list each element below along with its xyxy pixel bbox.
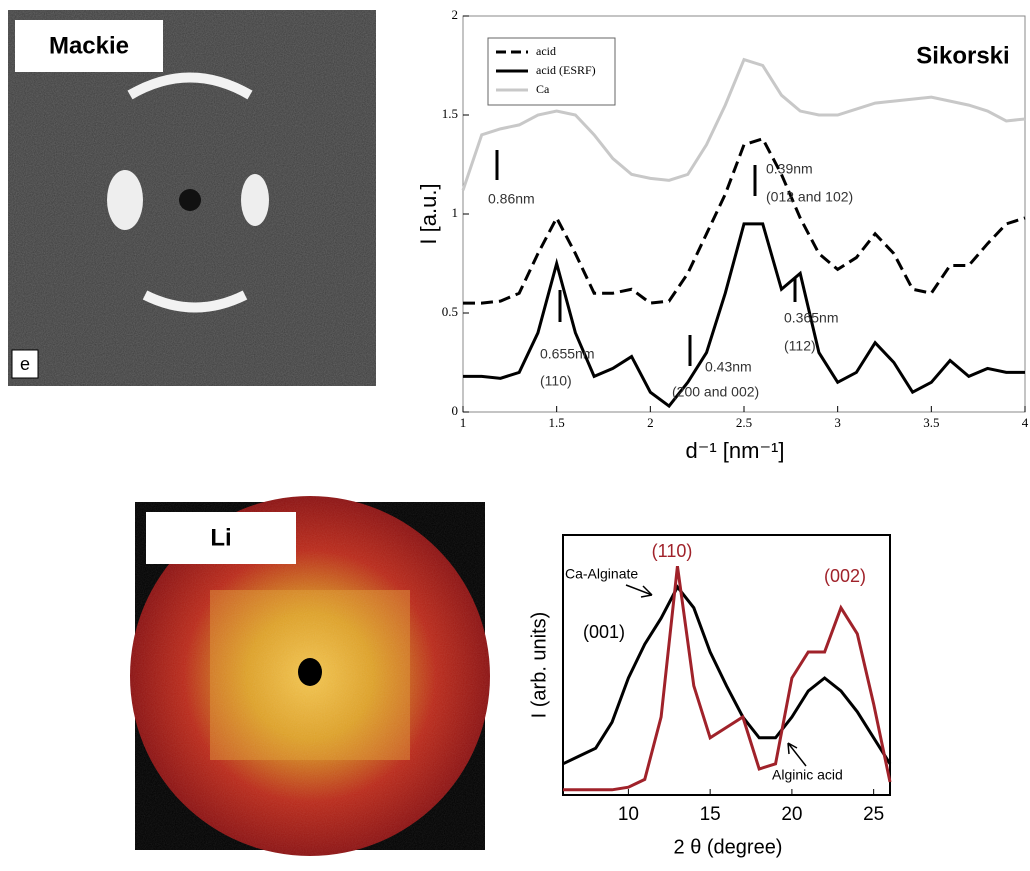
- series-line: [563, 566, 890, 790]
- x-tick-label: 3: [834, 415, 841, 430]
- panel-letter: e: [20, 354, 30, 374]
- legend-label: Ca: [536, 82, 550, 96]
- annotation: (110): [540, 373, 572, 389]
- series-line: [463, 139, 1025, 303]
- y-tick-label: 0: [452, 403, 459, 418]
- image-label: Mackie: [49, 32, 129, 59]
- legend-label: acid (ESRF): [536, 63, 596, 77]
- y-tick-label: 2: [452, 7, 459, 22]
- y-tick-label: 0.5: [442, 304, 458, 319]
- annotation: 0.39nm: [766, 161, 813, 177]
- x-tick-label: 15: [700, 804, 721, 825]
- figure: Mackie e Li 1 1.5 2 2.5 3 3.5 4 0 0.5 1 1.5 2 d⁻¹ [n…: [0, 0, 1030, 866]
- y-axis-label: I (arb. units): [528, 612, 550, 719]
- series-label: Alginic acid: [772, 767, 843, 783]
- x-tick-label: 10: [618, 804, 639, 825]
- x-tick-label: 25: [863, 804, 884, 825]
- annotation: (110): [652, 541, 693, 561]
- y-tick-label: 1: [452, 205, 459, 220]
- annotation: 0.365nm: [784, 310, 838, 326]
- x-tick-label: 2.5: [736, 415, 752, 430]
- li-image: Li: [130, 496, 490, 856]
- annotation: 0.86nm: [488, 191, 535, 207]
- chart-label: Sikorski: [916, 42, 1009, 69]
- annotation: (001): [583, 622, 625, 642]
- annotation: (200 and 002): [672, 384, 759, 400]
- x-tick-label: 3.5: [923, 415, 939, 430]
- arrow: [788, 743, 806, 766]
- legend-label: acid: [536, 44, 556, 58]
- mackie-image: Mackie e: [8, 10, 376, 386]
- image-label: Li: [210, 524, 231, 551]
- x-tick-label: 20: [781, 804, 802, 825]
- annotation: (012 and 102): [766, 189, 853, 205]
- annotation: 0.43nm: [705, 359, 752, 375]
- x-axis-label: 2 θ (degree): [674, 836, 783, 858]
- annotation: (002): [824, 566, 866, 586]
- y-tick-label: 1.5: [442, 106, 458, 121]
- x-tick-label: 1: [460, 415, 467, 430]
- x-tick-label: 4: [1022, 415, 1029, 430]
- x-tick-label: 2: [647, 415, 654, 430]
- series-line: [563, 587, 890, 764]
- y-axis-label: I [a.u.]: [416, 183, 441, 244]
- x-axis-label: d⁻¹ [nm⁻¹]: [685, 438, 784, 463]
- x-tick-label: 1.5: [549, 415, 565, 430]
- series-label: Ca-Alginate: [565, 566, 638, 582]
- arrow: [626, 585, 652, 597]
- annotation: 0.655nm: [540, 346, 594, 362]
- annotation: (112): [784, 338, 816, 354]
